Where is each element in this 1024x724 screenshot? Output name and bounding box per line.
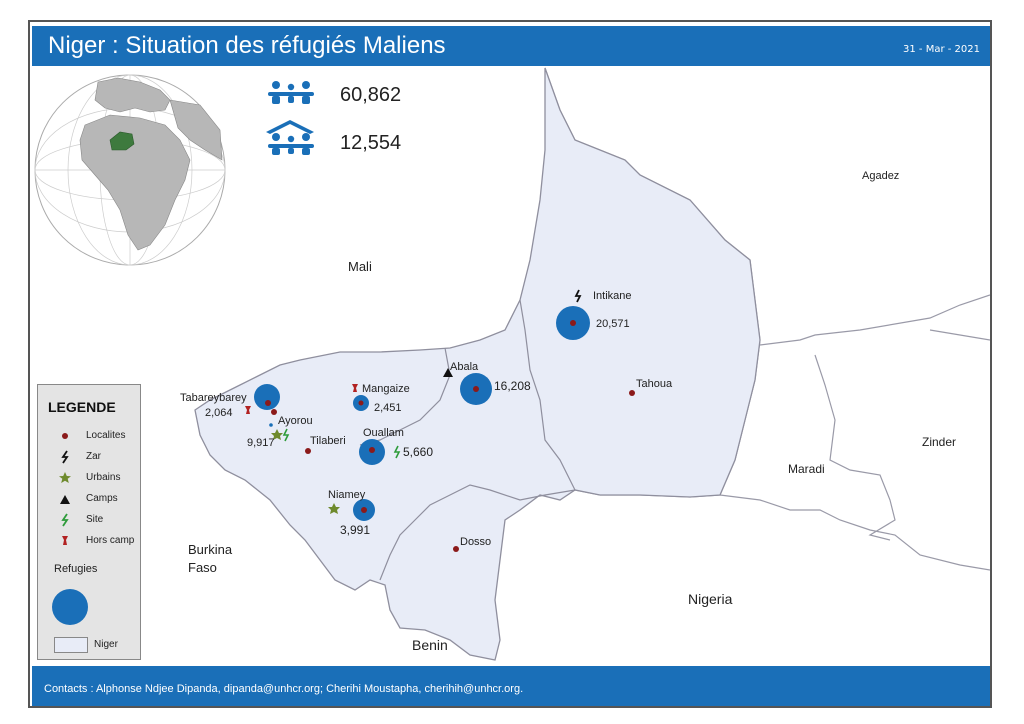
refugee-family-icon bbox=[268, 81, 314, 104]
site-niamey: Niamey 3,991 bbox=[328, 489, 375, 537]
label-intikane: Intikane bbox=[593, 290, 632, 302]
legend-label: Camps bbox=[86, 493, 118, 504]
shelter-family-icon bbox=[266, 120, 314, 155]
site-abala: Abala 16,208 bbox=[443, 361, 531, 405]
value-intikane: 20,571 bbox=[596, 318, 630, 330]
value-ayorou: 9,917 bbox=[247, 437, 275, 449]
label-dosso: Dosso bbox=[460, 536, 491, 548]
refugee-total: 60,862 bbox=[340, 84, 402, 106]
border-agadez-south bbox=[759, 294, 990, 346]
site-intikane: Intikane 20,571 bbox=[556, 289, 632, 340]
value-ouallam: 5,660 bbox=[403, 445, 433, 459]
refugee-circle-symbol bbox=[52, 589, 88, 625]
site-ayorou: Ayorou 9,917 bbox=[247, 415, 313, 449]
region-label-mali: Mali bbox=[348, 259, 372, 274]
label-mangaize: Mangaize bbox=[362, 383, 410, 395]
region-label-burkina-2: Faso bbox=[188, 560, 217, 575]
value-abala: 16,208 bbox=[494, 379, 531, 393]
contacts-text: Contacts : Alphonse Ndjee Dipanda, dipan… bbox=[44, 683, 524, 695]
footer-bar: Contacts : Alphonse Ndjee Dipanda, dipan… bbox=[32, 666, 990, 706]
label-abala: Abala bbox=[450, 361, 479, 373]
region-label-agadez: Agadez bbox=[862, 170, 899, 182]
header-bar: Niger : Situation des réfugiés Maliens 3… bbox=[32, 26, 990, 66]
niger-area-symbol bbox=[54, 637, 88, 653]
locality-dosso: Dosso bbox=[453, 536, 491, 552]
site-tabareybarey: Tabareybarey 2,064 bbox=[180, 384, 280, 419]
page-title: Niger : Situation des réfugiés Maliens bbox=[48, 32, 446, 59]
site-mangaize: Mangaize 2,451 bbox=[352, 383, 410, 414]
camp-triangle-icon bbox=[60, 495, 70, 504]
locality-tillaberi: Tilaberi bbox=[305, 435, 346, 454]
value-niamey: 3,991 bbox=[340, 523, 370, 537]
legend-label: Localites bbox=[86, 430, 126, 441]
value-mangaize: 2,451 bbox=[374, 402, 402, 414]
label-tabareybarey: Tabareybarey bbox=[180, 392, 247, 404]
legend-label: Zar bbox=[86, 451, 101, 462]
legend-label: Urbains bbox=[86, 472, 121, 483]
label-tillaberi: Tilaberi bbox=[310, 435, 346, 447]
border-nigeria-north bbox=[719, 494, 990, 571]
legend-item-zar: Zar bbox=[58, 450, 142, 466]
value-tabareybarey: 2,064 bbox=[205, 407, 233, 419]
legend-label: Site bbox=[86, 514, 104, 525]
site-bolt-icon bbox=[61, 513, 69, 527]
region-label-maradi: Maradi bbox=[788, 462, 825, 476]
household-total: 12,554 bbox=[340, 132, 402, 154]
region-label-burkina-1: Burkina bbox=[188, 542, 233, 557]
legend-refugies-label: Refugies bbox=[54, 563, 98, 575]
region-label-nigeria: Nigeria bbox=[688, 591, 733, 607]
region-label-tahoua: Tahoua bbox=[636, 378, 673, 390]
urban-star-icon bbox=[59, 472, 71, 483]
label-ouallam: Ouallam bbox=[363, 427, 404, 439]
label-niamey: Niamey bbox=[328, 489, 366, 501]
hors-camp-pin-icon bbox=[62, 536, 68, 545]
legend-item-localites: Localites bbox=[58, 429, 142, 445]
legend-item-site: Site bbox=[58, 513, 142, 529]
niger-highlight bbox=[109, 131, 135, 151]
border-zinder-maradi bbox=[814, 354, 896, 541]
region-label-benin: Benin bbox=[412, 637, 448, 653]
border-east bbox=[929, 329, 990, 341]
legend-title: LEGENDE bbox=[48, 399, 116, 415]
legend-panel: LEGENDE Localites Zar Urbains Camps Site… bbox=[37, 384, 141, 660]
date-label: 31 - Mar - 2021 bbox=[903, 44, 980, 55]
legend-item-urbains: Urbains bbox=[58, 471, 142, 487]
legend-niger-label: Niger bbox=[94, 639, 118, 650]
locality-dot-icon bbox=[62, 433, 68, 439]
locality-tahoua bbox=[629, 390, 635, 396]
map-canvas: Mali Agadez Tahoua Zinder Maradi Nigeria… bbox=[34, 67, 990, 661]
globe-inset bbox=[34, 74, 226, 266]
zar-bolt-icon bbox=[61, 450, 69, 464]
legend-item-camps: Camps bbox=[58, 492, 142, 508]
continent-africa bbox=[79, 114, 191, 251]
legend-label: Hors camp bbox=[86, 535, 135, 546]
legend-item-hors-camp: Hors camp bbox=[58, 534, 142, 550]
label-ayorou: Ayorou bbox=[278, 415, 313, 427]
region-label-zinder: Zinder bbox=[922, 435, 956, 449]
site-ouallam: Ouallam 5,660 bbox=[359, 427, 433, 465]
continent-asia bbox=[169, 99, 223, 161]
continent-europe bbox=[94, 77, 171, 113]
